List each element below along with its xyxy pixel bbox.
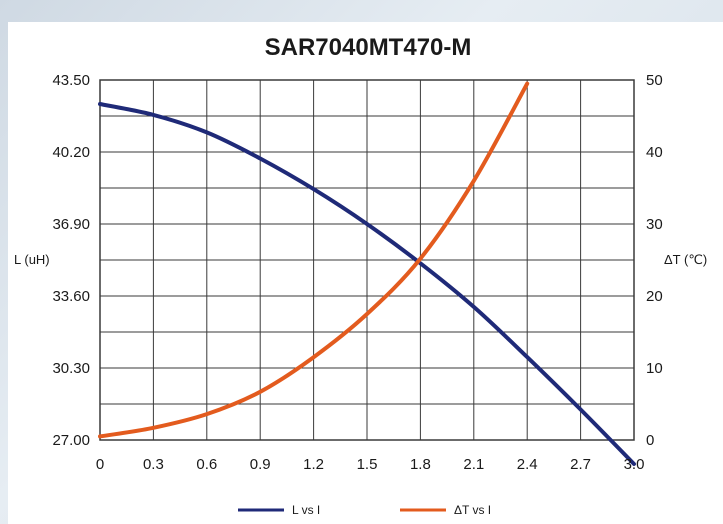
series-layer <box>98 81 636 466</box>
legend-label: L vs I <box>292 503 320 517</box>
x-tick-label: 0.9 <box>250 456 271 473</box>
x-tick-label: 0.3 <box>143 456 164 473</box>
plot-border <box>99 79 635 441</box>
series-line-l-vs-i <box>98 102 636 466</box>
y-tick-label: 40.20 <box>52 144 90 161</box>
right-axis-ticks: 50 40 30 20 10 0 <box>646 72 663 449</box>
y-tick-label: 43.50 <box>52 72 90 89</box>
series-line-dt-vs-i <box>98 81 530 439</box>
x-tick-label: 2.4 <box>517 456 538 473</box>
chart-title: SAR7040MT470-M <box>265 34 472 61</box>
y2-axis-label: ΔT (℃) <box>664 252 707 267</box>
x-tick-label: 1.8 <box>410 456 431 473</box>
y2-tick-label: 10 <box>646 360 663 377</box>
y2-tick-label: 0 <box>646 432 654 449</box>
y-tick-label: 33.60 <box>52 288 90 305</box>
grid <box>100 80 634 440</box>
x-tick-label: 2.7 <box>570 456 591 473</box>
y-tick-label: 36.90 <box>52 216 90 233</box>
y2-tick-label: 30 <box>646 216 663 233</box>
legend: L vs I ΔT vs I <box>238 503 491 517</box>
legend-label: ΔT vs I <box>454 503 491 517</box>
y-axis-label: L (uH) <box>14 252 50 267</box>
y2-tick-label: 20 <box>646 288 663 305</box>
left-axis-ticks: 43.50 40.20 36.90 33.60 30.30 27.00 <box>52 72 90 449</box>
x-tick-label: 3.0 <box>624 456 645 473</box>
x-axis-ticks: 0 0.3 0.6 0.9 1.2 1.5 1.8 2.1 2.4 2.7 3.0 <box>96 456 645 473</box>
x-tick-label: 1.2 <box>303 456 324 473</box>
x-tick-label: 0.6 <box>196 456 217 473</box>
y2-tick-label: 50 <box>646 72 663 89</box>
x-tick-label: 1.5 <box>357 456 378 473</box>
x-tick-label: 2.1 <box>463 456 484 473</box>
y-tick-label: 30.30 <box>52 360 90 377</box>
x-tick-label: 0 <box>96 456 104 473</box>
y-tick-label: 27.00 <box>52 432 90 449</box>
y2-tick-label: 40 <box>646 144 663 161</box>
